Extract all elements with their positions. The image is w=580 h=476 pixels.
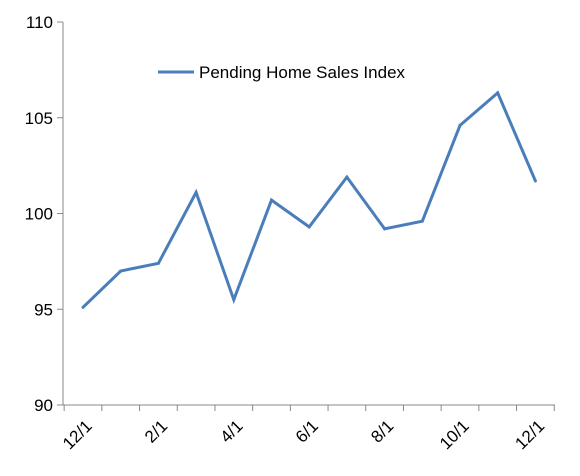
data-point: [156, 261, 160, 265]
y-tick-label: 105: [25, 109, 53, 128]
y-tick-label: 110: [26, 13, 53, 32]
x-tick-label: 12/1: [59, 416, 96, 453]
data-point: [420, 219, 424, 223]
x-tick-label: 8/1: [367, 416, 397, 446]
data-point: [345, 175, 349, 179]
data-point: [458, 123, 462, 127]
data-point: [81, 305, 85, 309]
data-point: [383, 227, 387, 231]
data-point: [307, 225, 311, 229]
y-axis-ticks: 90 95 100 105 110: [25, 13, 63, 415]
data-point: [496, 91, 500, 95]
x-tick-label: 12/1: [511, 416, 548, 453]
legend: Pending Home Sales Index: [158, 63, 406, 82]
y-tick-label: 95: [34, 300, 53, 319]
data-point: [194, 190, 198, 194]
x-tick-label: 2/1: [141, 416, 171, 446]
y-tick-label: 100: [25, 205, 53, 224]
x-axis-ticks: 12/1 2/1 4/1 6/1 8/1 10/1 12/1: [59, 405, 555, 453]
series-layer: [81, 90, 537, 309]
x-tick-label: 6/1: [292, 416, 322, 446]
data-point: [232, 298, 236, 302]
data-point: [533, 179, 537, 183]
x-tick-label: 10/1: [436, 416, 473, 453]
y-tick-label: 90: [34, 396, 53, 415]
data-point: [119, 269, 123, 273]
legend-label: Pending Home Sales Index: [199, 63, 406, 82]
data-point: [270, 198, 273, 202]
x-tick-label: 4/1: [216, 416, 246, 446]
series-line: [81, 90, 537, 309]
